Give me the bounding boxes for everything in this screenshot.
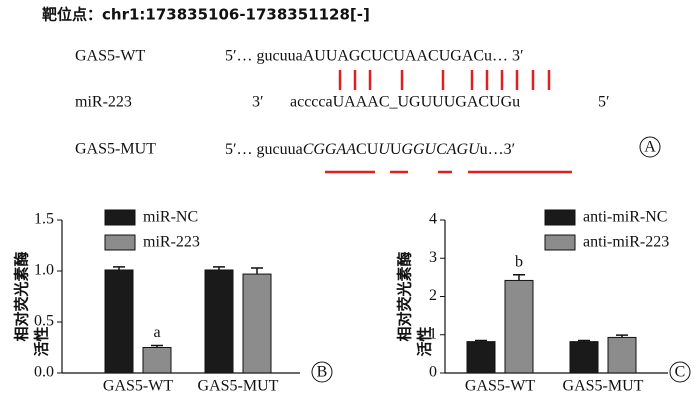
row-label: GAS5-MUT — [75, 141, 156, 158]
y-tick-label: 1.0 — [34, 262, 54, 279]
sequence-part: CGGA — [303, 141, 347, 158]
error-bar — [616, 334, 628, 338]
panel-badge — [669, 361, 691, 383]
y-tick-label: 0 — [429, 364, 437, 381]
y-axis-label: 相对荧光素酶 — [13, 251, 31, 341]
row-label: miR-223 — [75, 94, 132, 111]
error-bar — [213, 266, 225, 270]
panel-label: A — [644, 139, 656, 156]
legend-swatch — [104, 209, 136, 226]
annotation: a — [153, 324, 160, 341]
y-tick-label: 1 — [429, 325, 437, 342]
panel-badge — [639, 136, 661, 158]
panel-badge — [311, 361, 333, 383]
sequence-part: A — [345, 141, 356, 158]
bar — [204, 269, 234, 374]
y-tick-label: 0.0 — [34, 364, 54, 381]
bar — [504, 279, 534, 374]
legend-label: anti-miR-223 — [583, 234, 669, 251]
panel-label: C — [675, 364, 686, 381]
sequence-end: 5′ — [598, 94, 610, 111]
pairing-lines — [338, 70, 551, 90]
error-bar — [578, 339, 590, 342]
legend-swatch — [104, 234, 136, 251]
sequence: 5′… gucuuaCGGAACUUUGGUCAGUu…3′ — [225, 141, 515, 158]
sequence: accccaUAAAC_UGUUUGACUGu — [290, 94, 520, 111]
sequence: 5′… gucuuaAUUAGCUCUAACUGACu… 3′ — [225, 48, 524, 65]
sequence-end: 3′ — [252, 94, 264, 111]
y-axis-label: 相对荧光素酶 — [396, 251, 414, 341]
error-bar — [113, 266, 125, 270]
row-label: GAS5-WT — [75, 48, 145, 65]
y-axis-label: 活性 — [33, 326, 51, 356]
x-tick-label: GAS5-WT — [103, 378, 173, 395]
error-bar — [513, 273, 525, 281]
legend-label: miR-223 — [143, 234, 200, 251]
error-bar — [151, 344, 163, 348]
sequence-part: GGUCAGU — [401, 141, 481, 158]
sequence-prefix: 5′… gucuua — [225, 141, 303, 158]
bar — [104, 269, 134, 374]
sequence-part: U — [378, 141, 391, 158]
title: 靶位点：chr1:173835106-1738351128[-] — [42, 6, 370, 24]
legend-swatch — [544, 209, 576, 226]
x-tick-label: GAS5-MUT — [198, 378, 279, 395]
sequence-part: CU — [356, 141, 379, 158]
bar — [607, 336, 637, 374]
panel-label: B — [317, 364, 328, 381]
x-tick-label: GAS5-WT — [465, 378, 535, 395]
sequence-part: u — [480, 141, 488, 158]
y-tick-label: 3 — [429, 249, 437, 266]
legend-label: miR-NC — [143, 209, 198, 226]
y-tick-label: 4 — [429, 211, 437, 228]
sequence-suffix: …3′ — [488, 141, 516, 158]
annotation: b — [515, 253, 523, 270]
x-tick-label: GAS5-MUT — [563, 378, 644, 395]
bar — [142, 347, 172, 374]
error-bar — [251, 267, 263, 275]
bar — [242, 273, 272, 374]
legend-label: anti-miR-NC — [583, 209, 667, 226]
y-axis-label: 活性 — [416, 326, 434, 356]
y-tick-label: 0.5 — [34, 313, 54, 330]
y-tick-label: 1.5 — [34, 211, 54, 228]
error-bar — [475, 339, 487, 342]
sequence-part: U — [390, 141, 402, 158]
legend-swatch — [544, 234, 576, 251]
bar — [569, 341, 599, 374]
bar — [466, 341, 496, 374]
y-tick-label: 2 — [429, 287, 437, 304]
